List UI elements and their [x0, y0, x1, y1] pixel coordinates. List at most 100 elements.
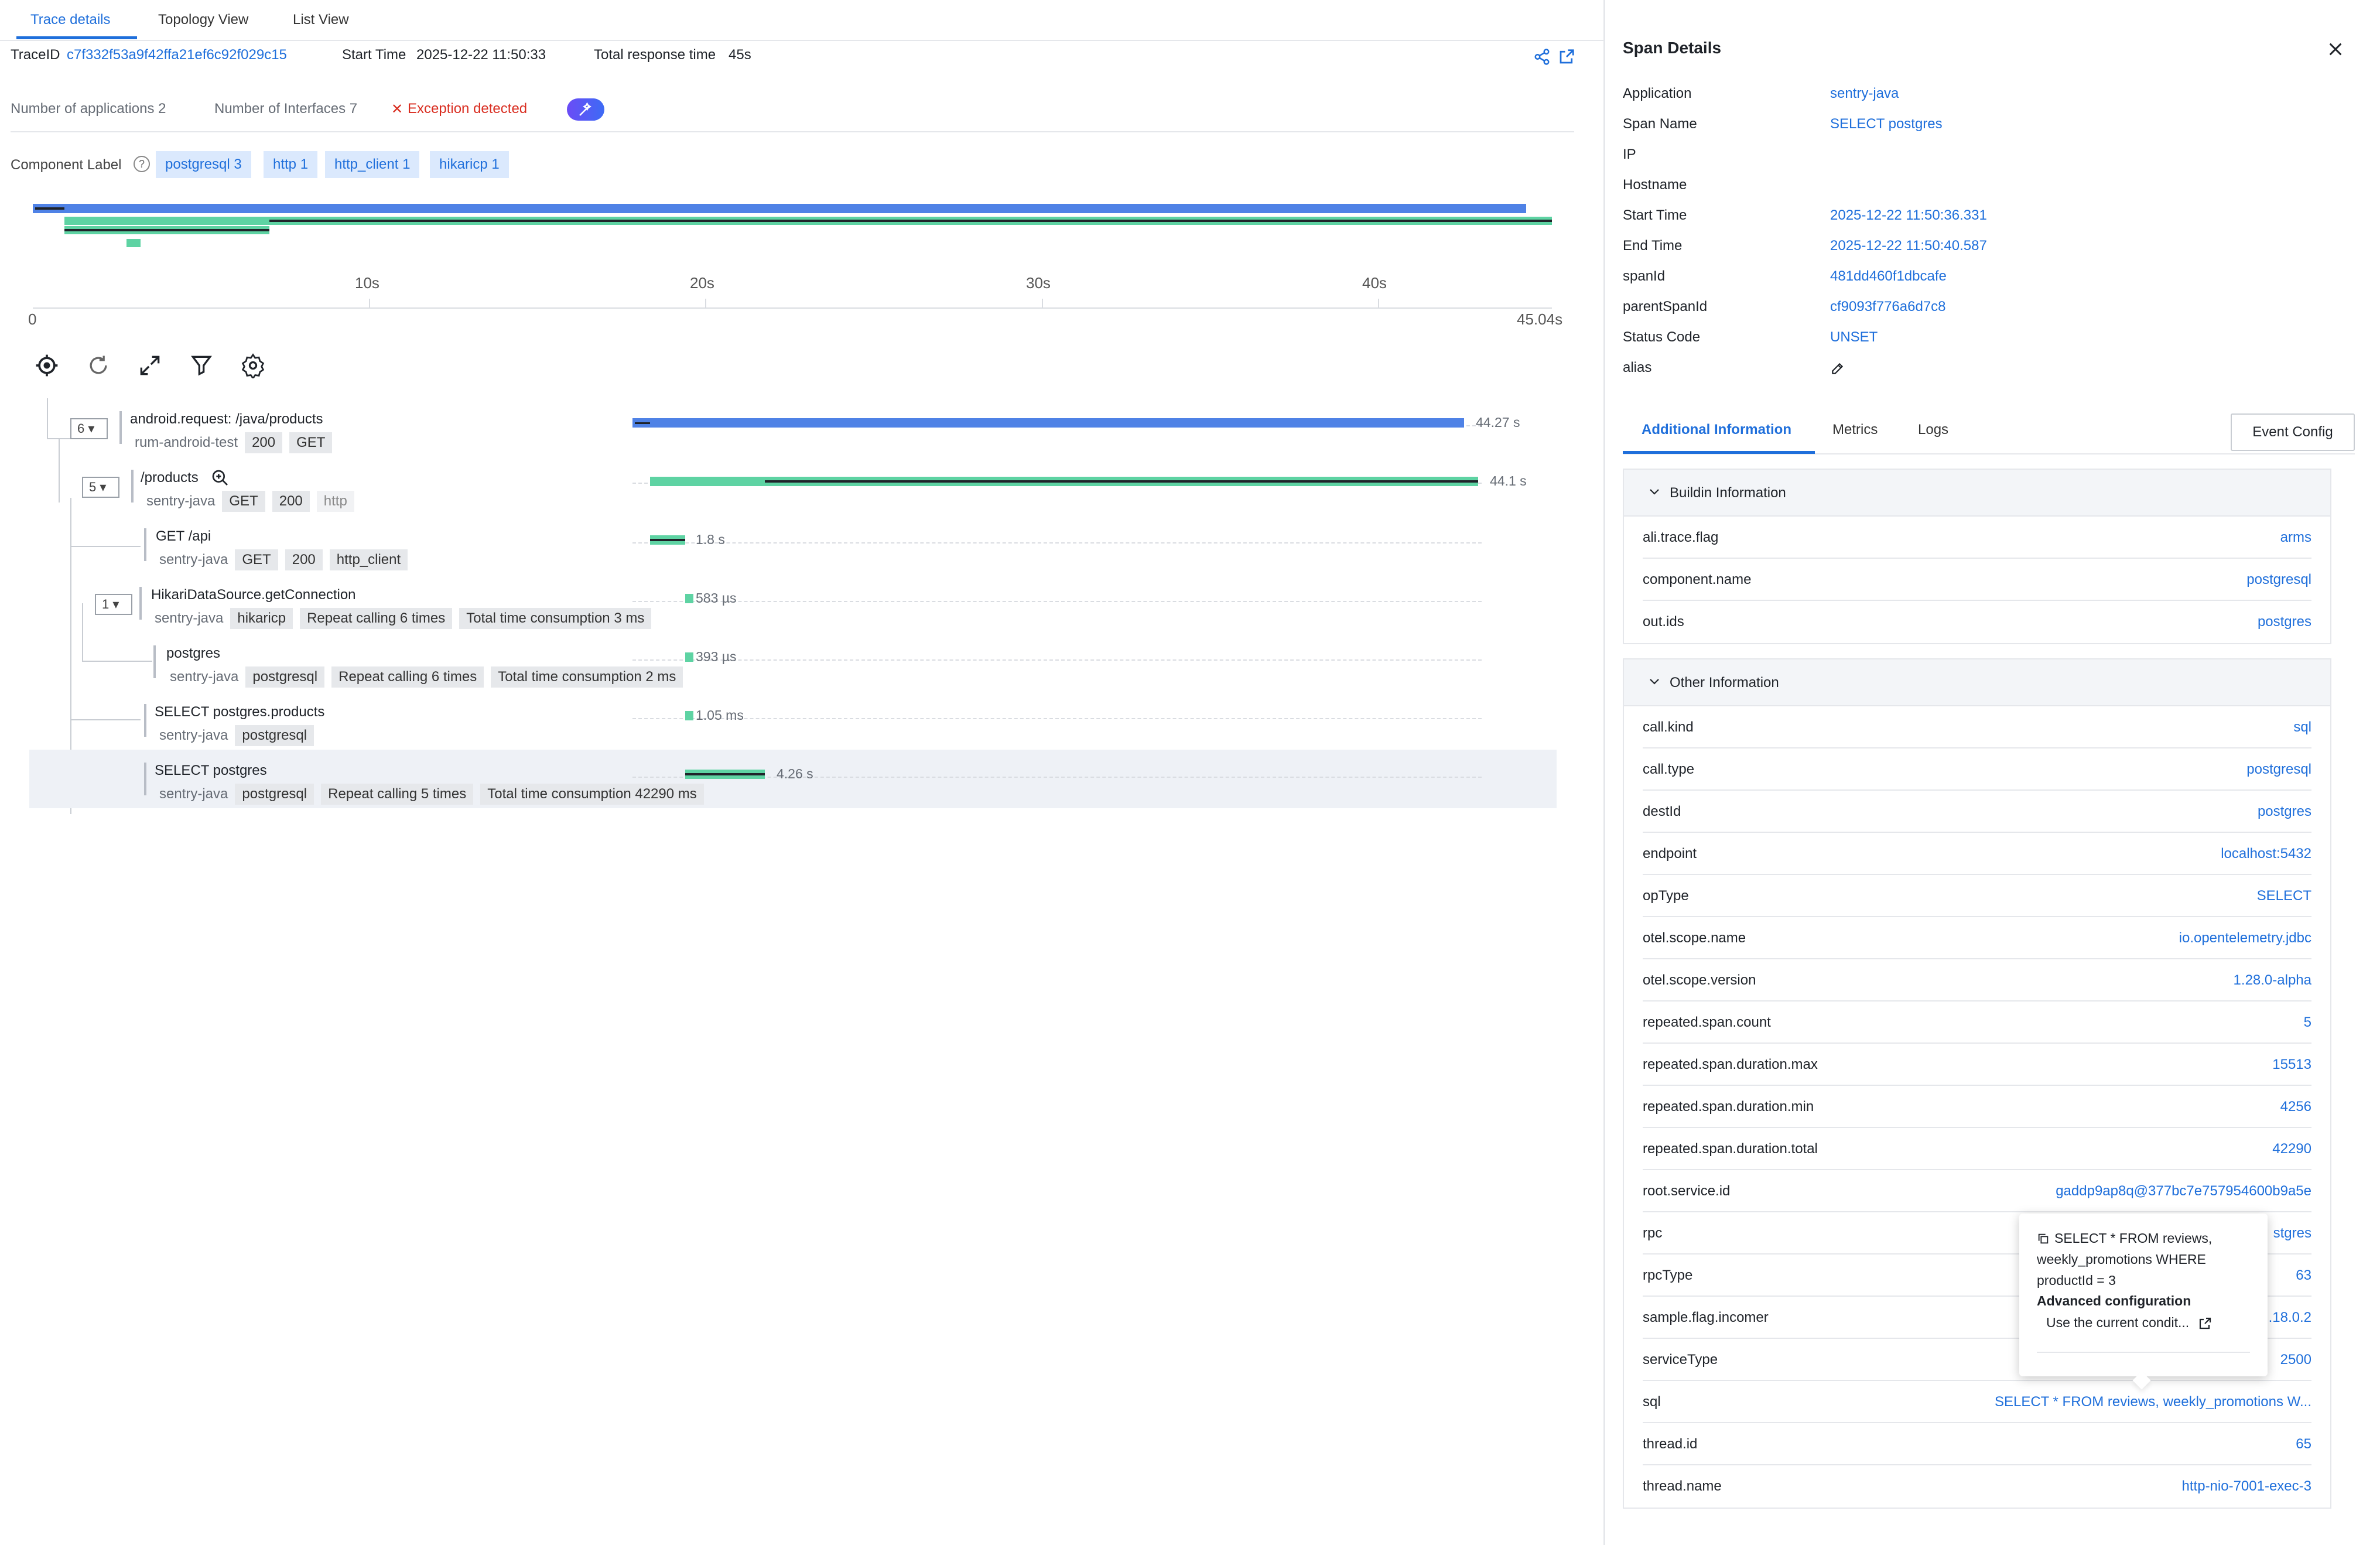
span-duration: 4.26 s — [777, 766, 813, 781]
share-icon[interactable] — [1533, 48, 1551, 66]
timeline-minimap[interactable]: 10s 20s 30s 40s 0 45.04s — [0, 193, 1603, 340]
info-value[interactable]: 4256 — [2280, 1099, 2311, 1115]
zoom-in-icon[interactable] — [211, 469, 230, 487]
tick-label-20s: 20s — [690, 274, 714, 292]
info-row-rpc: rpc stgres — [1643, 1212, 2311, 1255]
tab-trace-details[interactable]: Trace details — [30, 12, 111, 28]
magic-wand-icon — [579, 102, 591, 116]
span-service: sentry-java — [146, 493, 216, 509]
expand-icon[interactable] — [137, 353, 163, 378]
info-value[interactable]: io.opentelemetry.jdbc — [2179, 930, 2311, 946]
popover-use-condition[interactable]: Use the current condit... — [2046, 1315, 2250, 1331]
info-value[interactable]: SELECT — [2256, 888, 2311, 904]
other-rows: call.kind sql call.type postgresql destId pos… — [1624, 706, 2330, 1508]
info-value[interactable]: .18.0.2 — [2268, 1310, 2311, 1325]
info-value[interactable]: sql — [2293, 719, 2311, 735]
info-row-ali-trace-flag: ali.trace.flag arms — [1643, 517, 2311, 559]
span-name[interactable]: android.request: /java/products — [130, 411, 323, 427]
tab-topology-view[interactable]: Topology View — [158, 12, 249, 28]
section-header[interactable]: Buildin Information — [1624, 470, 2330, 517]
span-name[interactable]: postgres — [166, 645, 221, 661]
tree-connector — [70, 719, 141, 720]
info-row-call-kind: call.kind sql — [1643, 706, 2311, 748]
info-row-root-service-id: root.service.id gaddp9ap8q@377bc7e7579546… — [1643, 1170, 2311, 1212]
span-name[interactable]: GET /api — [156, 528, 211, 544]
open-new-window-icon[interactable] — [1558, 48, 1575, 66]
info-value[interactable]: localhost:5432 — [2221, 846, 2311, 862]
timeline-track — [632, 542, 1482, 544]
popover-sql-text: SELECT * FROM reviews, weekly_promotions… — [2037, 1230, 2213, 1288]
span-bar[interactable] — [685, 594, 693, 603]
info-value[interactable]: gaddp9ap8q@377bc7e757954600b9a5e — [2056, 1183, 2311, 1199]
component-chip-http-client[interactable]: http_client 1 — [325, 151, 420, 178]
component-chip-http[interactable]: http 1 — [264, 151, 318, 178]
detail-tabs: Additional Information Metrics Logs Even… — [1623, 410, 2355, 454]
event-config-button[interactable]: Event Config — [2231, 413, 2355, 451]
info-value[interactable]: 63 — [2296, 1267, 2311, 1283]
span-tag: http_client — [329, 549, 408, 570]
span-name[interactable]: SELECT postgres.products — [155, 704, 325, 720]
info-value[interactable]: 5 — [2303, 1014, 2311, 1030]
tree-connector — [70, 546, 141, 547]
ai-diagnose-button[interactable] — [567, 98, 604, 121]
tab-additional-information[interactable]: Additional Information — [1642, 422, 1791, 437]
settings-icon[interactable] — [240, 353, 266, 378]
span-bar[interactable] — [685, 711, 693, 720]
collapse-toggle[interactable]: 6 ▾ — [70, 418, 108, 439]
close-icon[interactable] — [2326, 40, 2345, 59]
span-name[interactable]: HikariDataSource.getConnection — [151, 587, 356, 603]
info-key: call.kind — [1643, 719, 1694, 735]
span-meta: sentry-java postgresql Repeat calling 6 … — [170, 666, 683, 688]
overview-bar-marker — [35, 207, 64, 210]
info-value[interactable]: postgresql — [2246, 761, 2311, 777]
info-value[interactable]: 1.28.0-alpha — [2233, 972, 2311, 988]
info-value[interactable]: postgres — [2257, 804, 2311, 819]
locate-icon[interactable] — [34, 353, 60, 378]
info-value[interactable]: stgres — [2273, 1225, 2311, 1241]
trace-info-row: TraceID c7f332f53a9f42ffa21ef6c92f029c15… — [11, 47, 1580, 70]
tab-list-view[interactable]: List View — [293, 12, 349, 28]
info-value[interactable]: postgresql — [2246, 572, 2311, 587]
edit-icon[interactable] — [1830, 361, 1845, 376]
help-icon[interactable]: ? — [134, 156, 150, 172]
span-name[interactable]: SELECT postgres — [155, 763, 267, 778]
tab-logs[interactable]: Logs — [1918, 422, 1949, 437]
component-chip-hikaricp[interactable]: hikaricp 1 — [430, 151, 509, 178]
tab-metrics[interactable]: Metrics — [1832, 422, 1878, 437]
buildin-rows: ali.trace.flag arms component.name postgres… — [1624, 517, 2330, 643]
span-bar[interactable] — [685, 652, 693, 662]
span-duration: 583 µs — [696, 590, 737, 606]
collapse-toggle[interactable]: 1 ▾ — [95, 594, 132, 615]
divider — [11, 131, 1574, 132]
info-value[interactable]: SELECT * FROM reviews, weekly_promotions… — [1994, 1394, 2311, 1410]
info-key: rpc — [1643, 1225, 1663, 1241]
tree-connector — [70, 592, 71, 814]
copy-icon[interactable] — [2037, 1232, 2050, 1245]
info-key: opType — [1643, 888, 1689, 904]
section-header[interactable]: Other Information — [1624, 659, 2330, 706]
info-key: repeated.span.duration.max — [1643, 1057, 1818, 1072]
refresh-icon[interactable] — [86, 353, 111, 378]
open-external-icon[interactable] — [2198, 1317, 2212, 1331]
info-value[interactable]: arms — [2280, 529, 2311, 545]
trace-id-link[interactable]: c7f332f53a9f42ffa21ef6c92f029c15 — [67, 47, 287, 63]
info-row-repeated-span-duration-min: repeated.span.duration.min 4256 — [1643, 1086, 2311, 1128]
filter-icon[interactable] — [189, 353, 214, 378]
info-row-thread-name: thread.name http-nio-7001-exec-3 — [1643, 1465, 2311, 1508]
info-row-out-ids: out.ids postgres — [1643, 601, 2311, 643]
info-value[interactable]: http-nio-7001-exec-3 — [2181, 1478, 2311, 1494]
tree-connector — [59, 438, 60, 503]
span-name[interactable]: /products — [141, 470, 199, 486]
info-value[interactable]: postgres — [2257, 614, 2311, 630]
info-value[interactable]: 42290 — [2272, 1141, 2311, 1157]
collapse-toggle[interactable]: 5 ▾ — [82, 477, 119, 498]
exception-detected-text[interactable]: Exception detected — [408, 101, 528, 117]
component-chip-postgresql[interactable]: postgresql 3 — [156, 151, 251, 178]
info-value[interactable]: 15513 — [2272, 1057, 2311, 1072]
info-key: call.type — [1643, 761, 1695, 777]
info-key: repeated.span.duration.min — [1643, 1099, 1814, 1115]
span-bar[interactable] — [632, 418, 1464, 428]
field-parent-span-id: parentSpanId cf9093f776a6d7c8 — [1623, 299, 1946, 315]
info-value[interactable]: 2500 — [2280, 1352, 2311, 1368]
info-value[interactable]: 65 — [2296, 1436, 2311, 1452]
